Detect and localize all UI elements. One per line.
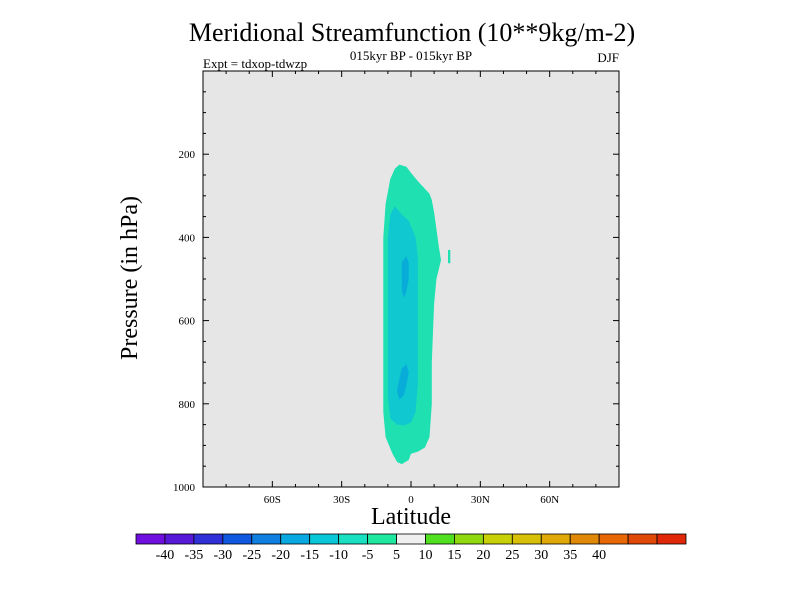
colorbar-swatch bbox=[396, 533, 426, 545]
experiment-label: Expt = tdxop-tdwzp bbox=[203, 56, 307, 71]
colorbar-label: 25 bbox=[505, 548, 519, 563]
colorbar-swatch bbox=[482, 533, 513, 545]
y-tick-label: 200 bbox=[179, 149, 196, 161]
colorbar-label: -15 bbox=[300, 548, 319, 563]
colorbar-label: 10 bbox=[418, 548, 432, 563]
colorbar-swatch bbox=[454, 533, 484, 545]
contour-region-4 bbox=[448, 249, 451, 264]
colorbar-label: 35 bbox=[563, 548, 577, 563]
colorbar-swatch bbox=[598, 533, 629, 545]
x-tick-label: 60N bbox=[540, 494, 559, 506]
colorbar-swatch bbox=[367, 533, 397, 545]
colorbar-swatch bbox=[540, 533, 571, 545]
colorbar-label: -35 bbox=[185, 548, 204, 563]
colorbar-swatch bbox=[627, 533, 658, 545]
x-tick-label: 30N bbox=[471, 494, 490, 506]
colorbar-swatch bbox=[338, 533, 368, 545]
y-tick-label: 600 bbox=[179, 316, 196, 328]
colorbar-swatch bbox=[309, 533, 340, 545]
colorbar-swatch bbox=[656, 533, 687, 545]
colorbar-label: 40 bbox=[592, 548, 606, 563]
colorbar-label: 20 bbox=[476, 548, 490, 563]
colorbar-label: 30 bbox=[534, 548, 548, 563]
colorbar-swatch bbox=[511, 533, 542, 545]
colorbar-swatch bbox=[193, 533, 224, 545]
x-tick-label: 60S bbox=[264, 494, 281, 506]
colorbar-swatch bbox=[425, 533, 455, 545]
y-tick-label: 400 bbox=[179, 232, 196, 244]
season-label: DJF bbox=[597, 50, 619, 65]
colorbar-swatch bbox=[164, 533, 195, 545]
colorbar-label: 5 bbox=[393, 548, 400, 563]
colorbar bbox=[135, 533, 687, 545]
colorbar-swatch bbox=[222, 533, 253, 545]
contour-region-3 bbox=[397, 364, 409, 400]
colorbar-swatch bbox=[569, 533, 600, 545]
y-tick-label: 1000 bbox=[173, 482, 196, 494]
colorbar-label: -5 bbox=[362, 548, 374, 563]
colorbar-label: -25 bbox=[242, 548, 261, 563]
contour-region-2 bbox=[401, 256, 409, 298]
colorbar-label: -10 bbox=[329, 548, 348, 563]
y-axis-label: Pressure (in hPa) bbox=[117, 196, 143, 360]
colorbar-label: 15 bbox=[447, 548, 461, 563]
y-tick-label: 800 bbox=[179, 399, 196, 411]
colorbar-label: -20 bbox=[271, 548, 290, 563]
colorbar-label: -30 bbox=[214, 548, 233, 563]
chart-subtitle: 015kyr BP - 015kyr BP bbox=[350, 48, 472, 63]
x-axis-label: Latitude bbox=[371, 504, 451, 530]
tick-label-group: 200 400 600 800 1000 60S 30S 0 30N 60N bbox=[173, 149, 559, 506]
colorbar-swatch bbox=[280, 533, 311, 545]
x-tick-label: 30S bbox=[333, 494, 350, 506]
colorbar-labels: -40 -35 -30 -25 -20 -15 -10 -5 5 10 15 20 25 30 35 40 bbox=[156, 548, 607, 563]
contour-fill-group bbox=[383, 164, 451, 465]
colorbar-swatch bbox=[251, 533, 282, 545]
plot-frame bbox=[202, 70, 620, 488]
colorbar-label: -40 bbox=[156, 548, 175, 563]
contour-region-1 bbox=[387, 206, 418, 426]
colorbar-swatch bbox=[135, 533, 166, 545]
chart-title: Meridional Streamfunction (10**9kg/m-2) bbox=[189, 18, 635, 47]
x-tick-label: 0 bbox=[408, 494, 414, 506]
